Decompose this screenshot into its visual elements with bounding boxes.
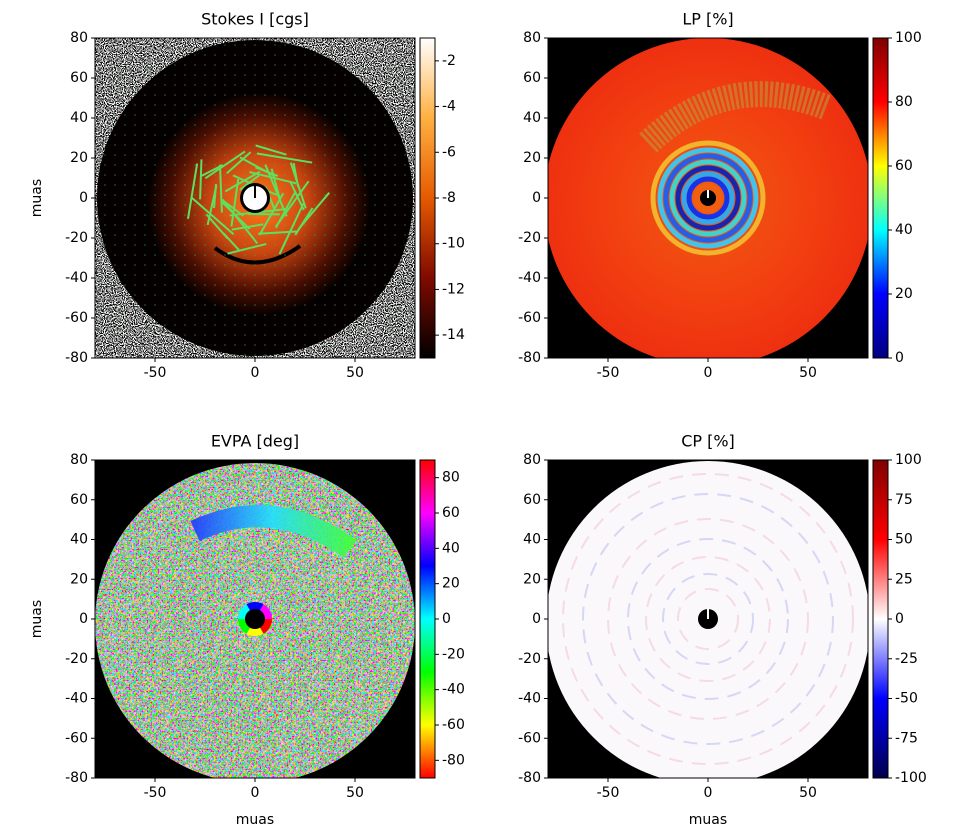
y-axis-label: muas [29,600,45,638]
colorbar-tick-label: 20 [895,286,913,302]
y-tick-label: 80 [523,452,541,468]
x-tick-label: -50 [597,365,620,381]
y-tick-label: -20 [65,651,88,667]
colorbar-tick-label: -2 [442,53,456,69]
y-tick-label: -40 [518,691,541,707]
y-tick-label: -40 [65,691,88,707]
y-tick-label: 60 [523,70,541,86]
y-tick-label: 60 [70,492,88,508]
y-tick-label: 0 [532,190,541,206]
x-tick-label: 50 [799,785,817,801]
colorbar-tick-label: -4 [442,99,456,115]
x-tick-label: 0 [704,365,713,381]
y-tick-label: 80 [70,30,88,46]
y-tick-label: -20 [518,230,541,246]
panel-title: EVPA [deg] [211,432,299,451]
y-tick-label: 80 [70,452,88,468]
vector [200,159,201,199]
y-tick-label: -60 [518,730,541,746]
x-tick-label: -50 [597,785,620,801]
colorbar-tick-label: 60 [895,158,913,174]
y-tick-label: 20 [523,150,541,166]
colorbar [873,38,888,358]
y-tick-label: 20 [70,571,88,587]
y-tick-label: -80 [518,770,541,786]
x-axis-label: muas [236,812,274,828]
colorbar-tick-label: 0 [442,611,451,627]
y-tick-label: -80 [65,770,88,786]
y-tick-label: -80 [518,350,541,366]
colorbar-tick-label: -25 [895,651,918,667]
colorbar-tick-label: -100 [895,770,927,786]
colorbar-tick-label: 50 [895,532,913,548]
colorbar-tick-label: -80 [442,752,465,768]
colorbar-tick-label: 100 [895,30,922,46]
y-tick-label: 40 [523,110,541,126]
x-axis-label: muas [689,812,727,828]
panel-title: CP [%] [681,432,735,451]
colorbar-tick-label: -50 [895,691,918,707]
y-tick-label: 20 [70,150,88,166]
colorbar-tick-label: 80 [442,470,460,486]
x-tick-label: -50 [144,365,167,381]
y-tick-label: 60 [70,70,88,86]
y-tick-label: -20 [518,651,541,667]
y-tick-label: -60 [518,310,541,326]
y-tick-label: 40 [523,532,541,548]
panel-title: Stokes I [cgs] [201,10,309,29]
hole [245,609,265,629]
colorbar-tick-label: 75 [895,492,913,508]
colorbar [420,460,435,778]
colorbar-tick-label: 40 [442,540,460,556]
image [538,28,878,368]
x-tick-label: 50 [346,365,364,381]
y-tick-label: -40 [518,270,541,286]
colorbar-tick-label: 0 [895,350,904,366]
x-tick-label: 0 [704,785,713,801]
colorbar-tick-label: 40 [895,222,913,238]
colorbar-tick-label: -75 [895,730,918,746]
y-tick-label: 40 [70,532,88,548]
x-tick-label: -50 [144,785,167,801]
colorbar-tick-label: -6 [442,144,456,160]
colorbar [420,38,435,358]
colorbar-tick-label: 0 [895,611,904,627]
colorbar [873,460,888,778]
x-tick-label: 50 [346,785,364,801]
y-tick-label: -60 [65,730,88,746]
colorbar-tick-label: -12 [442,281,465,297]
x-tick-label: 0 [251,365,260,381]
y-tick-label: 0 [79,190,88,206]
image [85,449,425,789]
colorbar-tick-label: 25 [895,571,913,587]
y-tick-label: 40 [70,110,88,126]
colorbar-tick-label: -14 [442,327,465,343]
panel-title: LP [%] [682,10,733,29]
colorbar-tick-label: -60 [442,717,465,733]
image [538,449,878,789]
colorbar-tick-label: -20 [442,646,465,662]
colorbar-tick-label: 100 [895,452,922,468]
x-tick-label: 0 [251,785,260,801]
y-tick-label: -40 [65,270,88,286]
x-tick-label: 50 [799,365,817,381]
image [85,28,425,368]
figure: Stokes I [cgs]-50050-80-60-40-2002040608… [0,0,969,829]
y-tick-label: -60 [65,310,88,326]
colorbar-tick-label: -8 [442,190,456,206]
y-axis-label: muas [29,179,45,217]
vector [248,214,280,215]
y-tick-label: -20 [65,230,88,246]
y-tick-label: 80 [523,30,541,46]
y-tick-label: -80 [65,350,88,366]
colorbar-tick-label: 60 [442,505,460,521]
colorbar-tick-label: 20 [442,576,460,592]
y-tick-label: 0 [79,611,88,627]
y-tick-label: 20 [523,571,541,587]
colorbar-tick-label: 80 [895,94,913,110]
y-tick-label: 0 [532,611,541,627]
colorbar-tick-label: -40 [442,682,465,698]
y-tick-label: 60 [523,492,541,508]
colorbar-tick-label: -10 [442,236,465,252]
